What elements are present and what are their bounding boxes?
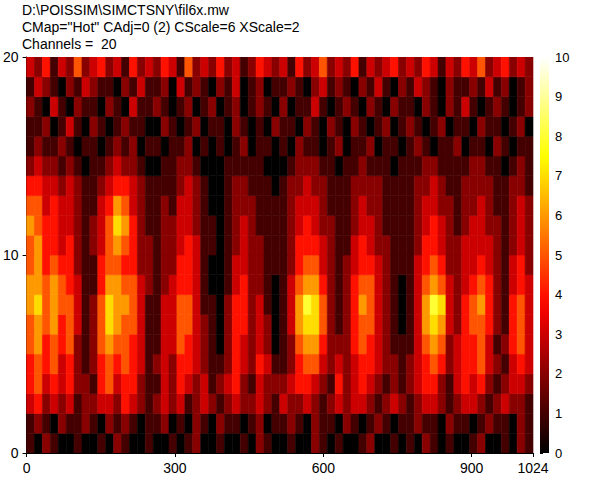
svg-text:4: 4 xyxy=(555,287,562,302)
svg-text:7: 7 xyxy=(555,168,562,183)
svg-text:1024: 1024 xyxy=(517,460,548,476)
svg-text:300: 300 xyxy=(163,460,187,476)
svg-text:20: 20 xyxy=(3,49,19,65)
svg-text:5: 5 xyxy=(555,248,562,263)
svg-text:10: 10 xyxy=(3,247,19,263)
svg-text:2: 2 xyxy=(555,366,562,381)
svg-text:1: 1 xyxy=(555,406,562,421)
svg-text:8: 8 xyxy=(555,129,562,144)
svg-text:600: 600 xyxy=(312,460,336,476)
svg-text:6: 6 xyxy=(555,208,562,223)
svg-text:CMap="Hot" CAdj=0 (2) CScale=6: CMap="Hot" CAdj=0 (2) CScale=6 XScale=2 xyxy=(22,19,300,35)
svg-text:3: 3 xyxy=(555,327,562,342)
svg-text:10: 10 xyxy=(555,50,569,65)
svg-text:0: 0 xyxy=(11,445,19,461)
svg-text:9: 9 xyxy=(555,89,562,104)
svg-text:0: 0 xyxy=(23,460,31,476)
svg-text:Channels = 20: Channels = 20 xyxy=(22,36,117,52)
svg-text:D:\POISSIM\SIMCTSNY\fil6x.mw: D:\POISSIM\SIMCTSNY\fil6x.mw xyxy=(22,2,230,18)
svg-text:900: 900 xyxy=(460,460,484,476)
svg-text:0: 0 xyxy=(555,446,562,461)
